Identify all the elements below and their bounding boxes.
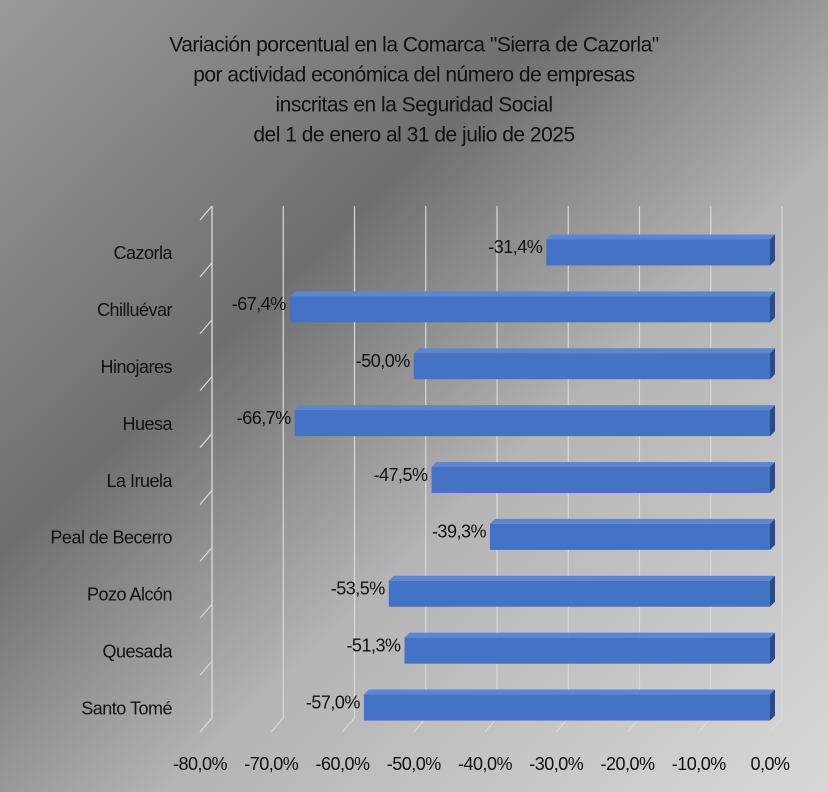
bar-top [546,234,775,240]
y-tick-label: Hinojares [100,357,172,377]
bar-side [770,575,775,607]
bar [388,580,770,607]
category-divider [199,603,213,619]
chart-title: del 1 de enero al 31 de julio de 2025 [253,124,574,147]
bar-side [770,234,775,266]
y-tick-label: La Iruela [106,471,173,491]
x-tick-label: -50,0% [387,754,442,774]
bar [489,523,770,550]
bar-side [770,405,775,437]
bar [431,467,770,493]
bar-top [489,518,775,524]
x-tick-label: -60,0% [315,754,370,774]
category-divider [199,205,213,221]
data-label: -67,4% [232,294,287,314]
x-tick-label: -30,0% [529,754,584,774]
data-label: -47,5% [374,465,429,485]
bar [413,353,770,380]
bar-side [770,291,775,323]
x-tick-label: -80,0% [173,754,228,774]
bar [404,637,770,664]
bar-side [770,632,775,664]
bar-top [294,405,775,411]
bar-side [770,518,775,550]
category-divider [199,319,213,335]
data-label: -39,3% [432,522,487,542]
data-label: -50,0% [356,351,411,371]
chart-title: por actividad económica del número de em… [193,64,635,87]
y-tick-label: Chilluévar [97,300,173,320]
data-label: -53,5% [331,579,386,599]
x-tick-label: -10,0% [672,754,727,774]
grid-line [342,717,355,733]
data-label: -51,3% [346,635,401,655]
bar-top [388,575,775,581]
x-tick-label: -70,0% [244,754,299,774]
category-divider [199,433,213,448]
bar [289,296,770,323]
category-divider [199,660,213,676]
bar-top [289,291,775,297]
category-divider [199,490,213,505]
bar-top [413,348,775,354]
grid-line [769,717,783,733]
bar [294,410,770,437]
bar-side [770,689,775,721]
x-tick-label: -40,0% [458,754,513,774]
bar-side [770,462,775,493]
bar-top [363,689,775,695]
y-tick-label: Cazorla [113,243,173,263]
x-tick-label: -20,0% [600,754,655,774]
data-label: -31,4% [488,237,543,257]
y-tick-label: Pozo Alcón [87,585,172,605]
data-label: -57,0% [306,692,361,712]
bar-side [770,348,775,380]
category-divider [199,717,213,733]
grid-line [270,717,284,733]
category-divider [199,376,213,392]
x-tick-label: 0,0% [750,754,790,774]
category-divider [199,262,213,278]
y-tick-label: Quesada [102,641,173,661]
chart-title: inscritas en la Seguridad Social [276,94,553,117]
y-tick-label: Peal de Becerro [50,528,172,548]
bar [546,239,770,266]
data-label: -66,7% [237,408,292,428]
bar-top [431,462,775,467]
bar [363,694,770,721]
category-divider [199,546,213,562]
y-tick-label: Santo Tomé [81,698,172,718]
bar-top [404,632,775,638]
chart-title: Variación porcentual en la Comarca "Sier… [169,34,658,57]
y-tick-label: Huesa [122,414,173,434]
